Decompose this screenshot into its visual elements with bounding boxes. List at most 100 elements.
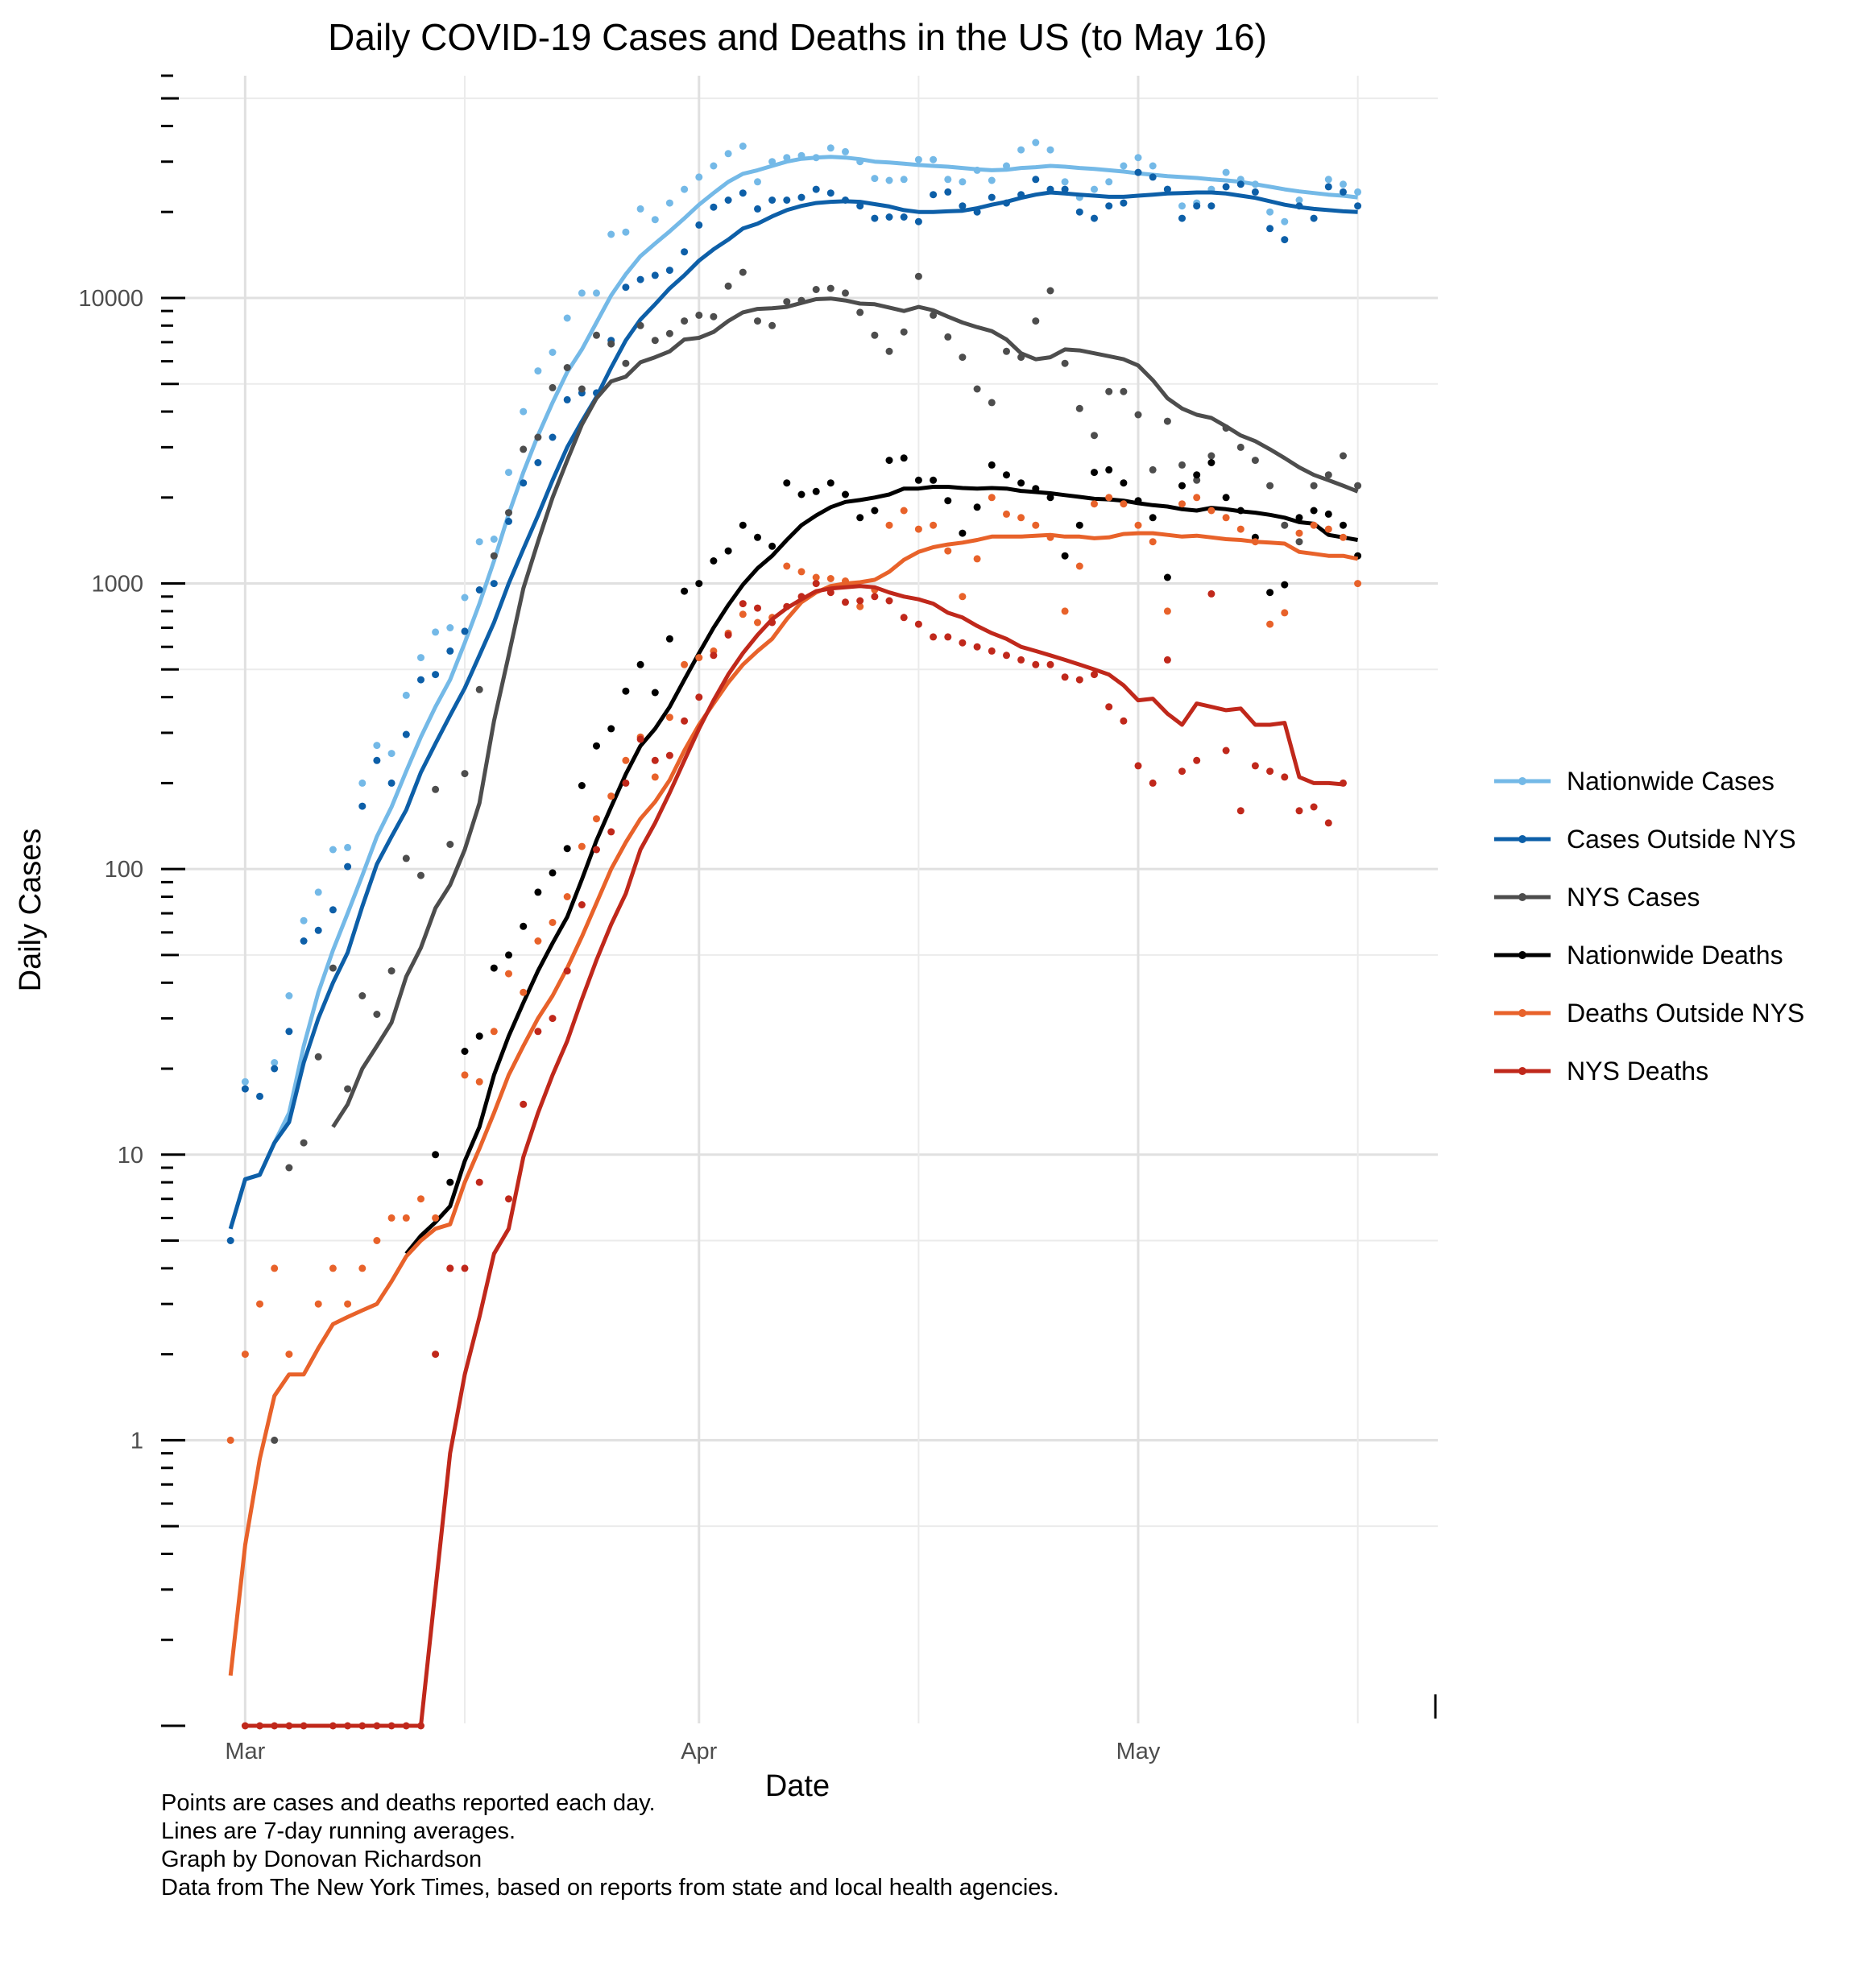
series-point <box>1003 199 1010 207</box>
series-point <box>914 217 922 225</box>
legend-label: Nationwide Deaths <box>1567 941 1783 970</box>
series-point <box>842 196 849 204</box>
series-point <box>1032 139 1040 147</box>
series-point <box>842 147 849 155</box>
series-point <box>1266 620 1274 628</box>
series-point <box>373 1722 381 1730</box>
x-tick-label: May <box>1116 1739 1161 1764</box>
series-point <box>1149 538 1157 546</box>
series-point <box>549 349 557 356</box>
series-point <box>1017 146 1025 154</box>
series-point <box>549 869 557 877</box>
series-point <box>226 1436 234 1444</box>
legend-swatch-point <box>1518 835 1526 843</box>
series-point <box>914 525 922 533</box>
series-point <box>1163 185 1171 193</box>
caption: Points are cases and deaths reported eac… <box>161 1790 1059 1901</box>
series-point <box>1061 178 1069 186</box>
series-point <box>490 552 498 560</box>
series-point <box>314 1300 322 1308</box>
series-point <box>871 507 879 515</box>
series-point <box>1340 533 1347 541</box>
series-point <box>710 557 718 565</box>
series-point <box>1017 656 1025 664</box>
series-point <box>1193 756 1201 764</box>
series-point <box>1324 525 1332 533</box>
series-point <box>651 337 659 345</box>
series-point <box>314 926 322 934</box>
series-point <box>681 248 689 256</box>
series-point <box>1207 589 1215 598</box>
series-point <box>1310 507 1318 515</box>
series-point <box>1178 214 1186 222</box>
series-point <box>1281 609 1289 617</box>
series-point <box>1134 521 1142 529</box>
series-line <box>228 190 1358 1230</box>
series-point <box>871 214 879 222</box>
series-point <box>944 188 952 196</box>
series-point <box>1222 514 1230 522</box>
series-point <box>1193 202 1201 210</box>
series-point <box>358 1722 367 1730</box>
series-point <box>944 497 952 505</box>
series-point <box>1295 807 1303 815</box>
series-line <box>245 584 1344 1728</box>
series-point <box>959 354 967 362</box>
series-point <box>665 267 673 275</box>
series-point <box>739 521 747 529</box>
legend-swatch-point <box>1518 1067 1526 1075</box>
series-point <box>1295 529 1303 537</box>
series-point <box>271 1722 279 1730</box>
series-point <box>1266 208 1274 216</box>
series-1 <box>226 168 1362 1244</box>
series-point <box>358 802 367 810</box>
series-point <box>1032 521 1040 529</box>
series-point <box>387 750 395 758</box>
series-point <box>1207 202 1215 210</box>
series-point <box>1134 154 1142 162</box>
series-point <box>446 841 454 848</box>
series-point <box>1032 485 1040 493</box>
series-point <box>856 514 864 522</box>
series-point <box>1046 185 1054 193</box>
series-point <box>900 454 908 462</box>
series-point <box>1340 779 1347 787</box>
series-point <box>914 155 922 163</box>
series-layer <box>226 139 1362 1730</box>
series-point <box>1149 514 1157 522</box>
series-point <box>768 321 776 329</box>
series-point <box>900 213 908 221</box>
series-point <box>1310 521 1318 529</box>
series-point <box>944 633 952 641</box>
series-point <box>534 433 542 441</box>
series-point <box>285 1722 293 1730</box>
series-point <box>900 176 908 184</box>
series-point <box>578 289 586 297</box>
series-point <box>387 1214 395 1222</box>
series-point <box>754 205 761 213</box>
series-point <box>329 846 337 854</box>
series-point <box>285 1351 293 1359</box>
series-point <box>1003 471 1010 479</box>
series-point <box>461 770 469 778</box>
series-point <box>739 610 747 618</box>
series-point <box>959 593 967 601</box>
series-point <box>797 490 805 498</box>
series-point <box>1178 461 1186 469</box>
series-point <box>1324 819 1332 827</box>
chart-title: Daily COVID-19 Cases and Deaths in the U… <box>328 16 1267 58</box>
caption-line-1: Points are cases and deaths reported eac… <box>161 1790 656 1816</box>
series-point <box>387 967 395 975</box>
series-point <box>1017 479 1025 487</box>
series-point <box>885 457 893 465</box>
series-point <box>944 176 952 184</box>
series-point <box>1251 538 1259 546</box>
legend-label: NYS Cases <box>1567 883 1700 912</box>
series-point <box>549 433 557 441</box>
series-point <box>724 196 732 204</box>
series-point <box>1207 459 1215 466</box>
series-point <box>622 359 630 367</box>
series-point <box>402 1722 410 1730</box>
series-point <box>812 573 820 581</box>
series-point <box>607 230 615 238</box>
